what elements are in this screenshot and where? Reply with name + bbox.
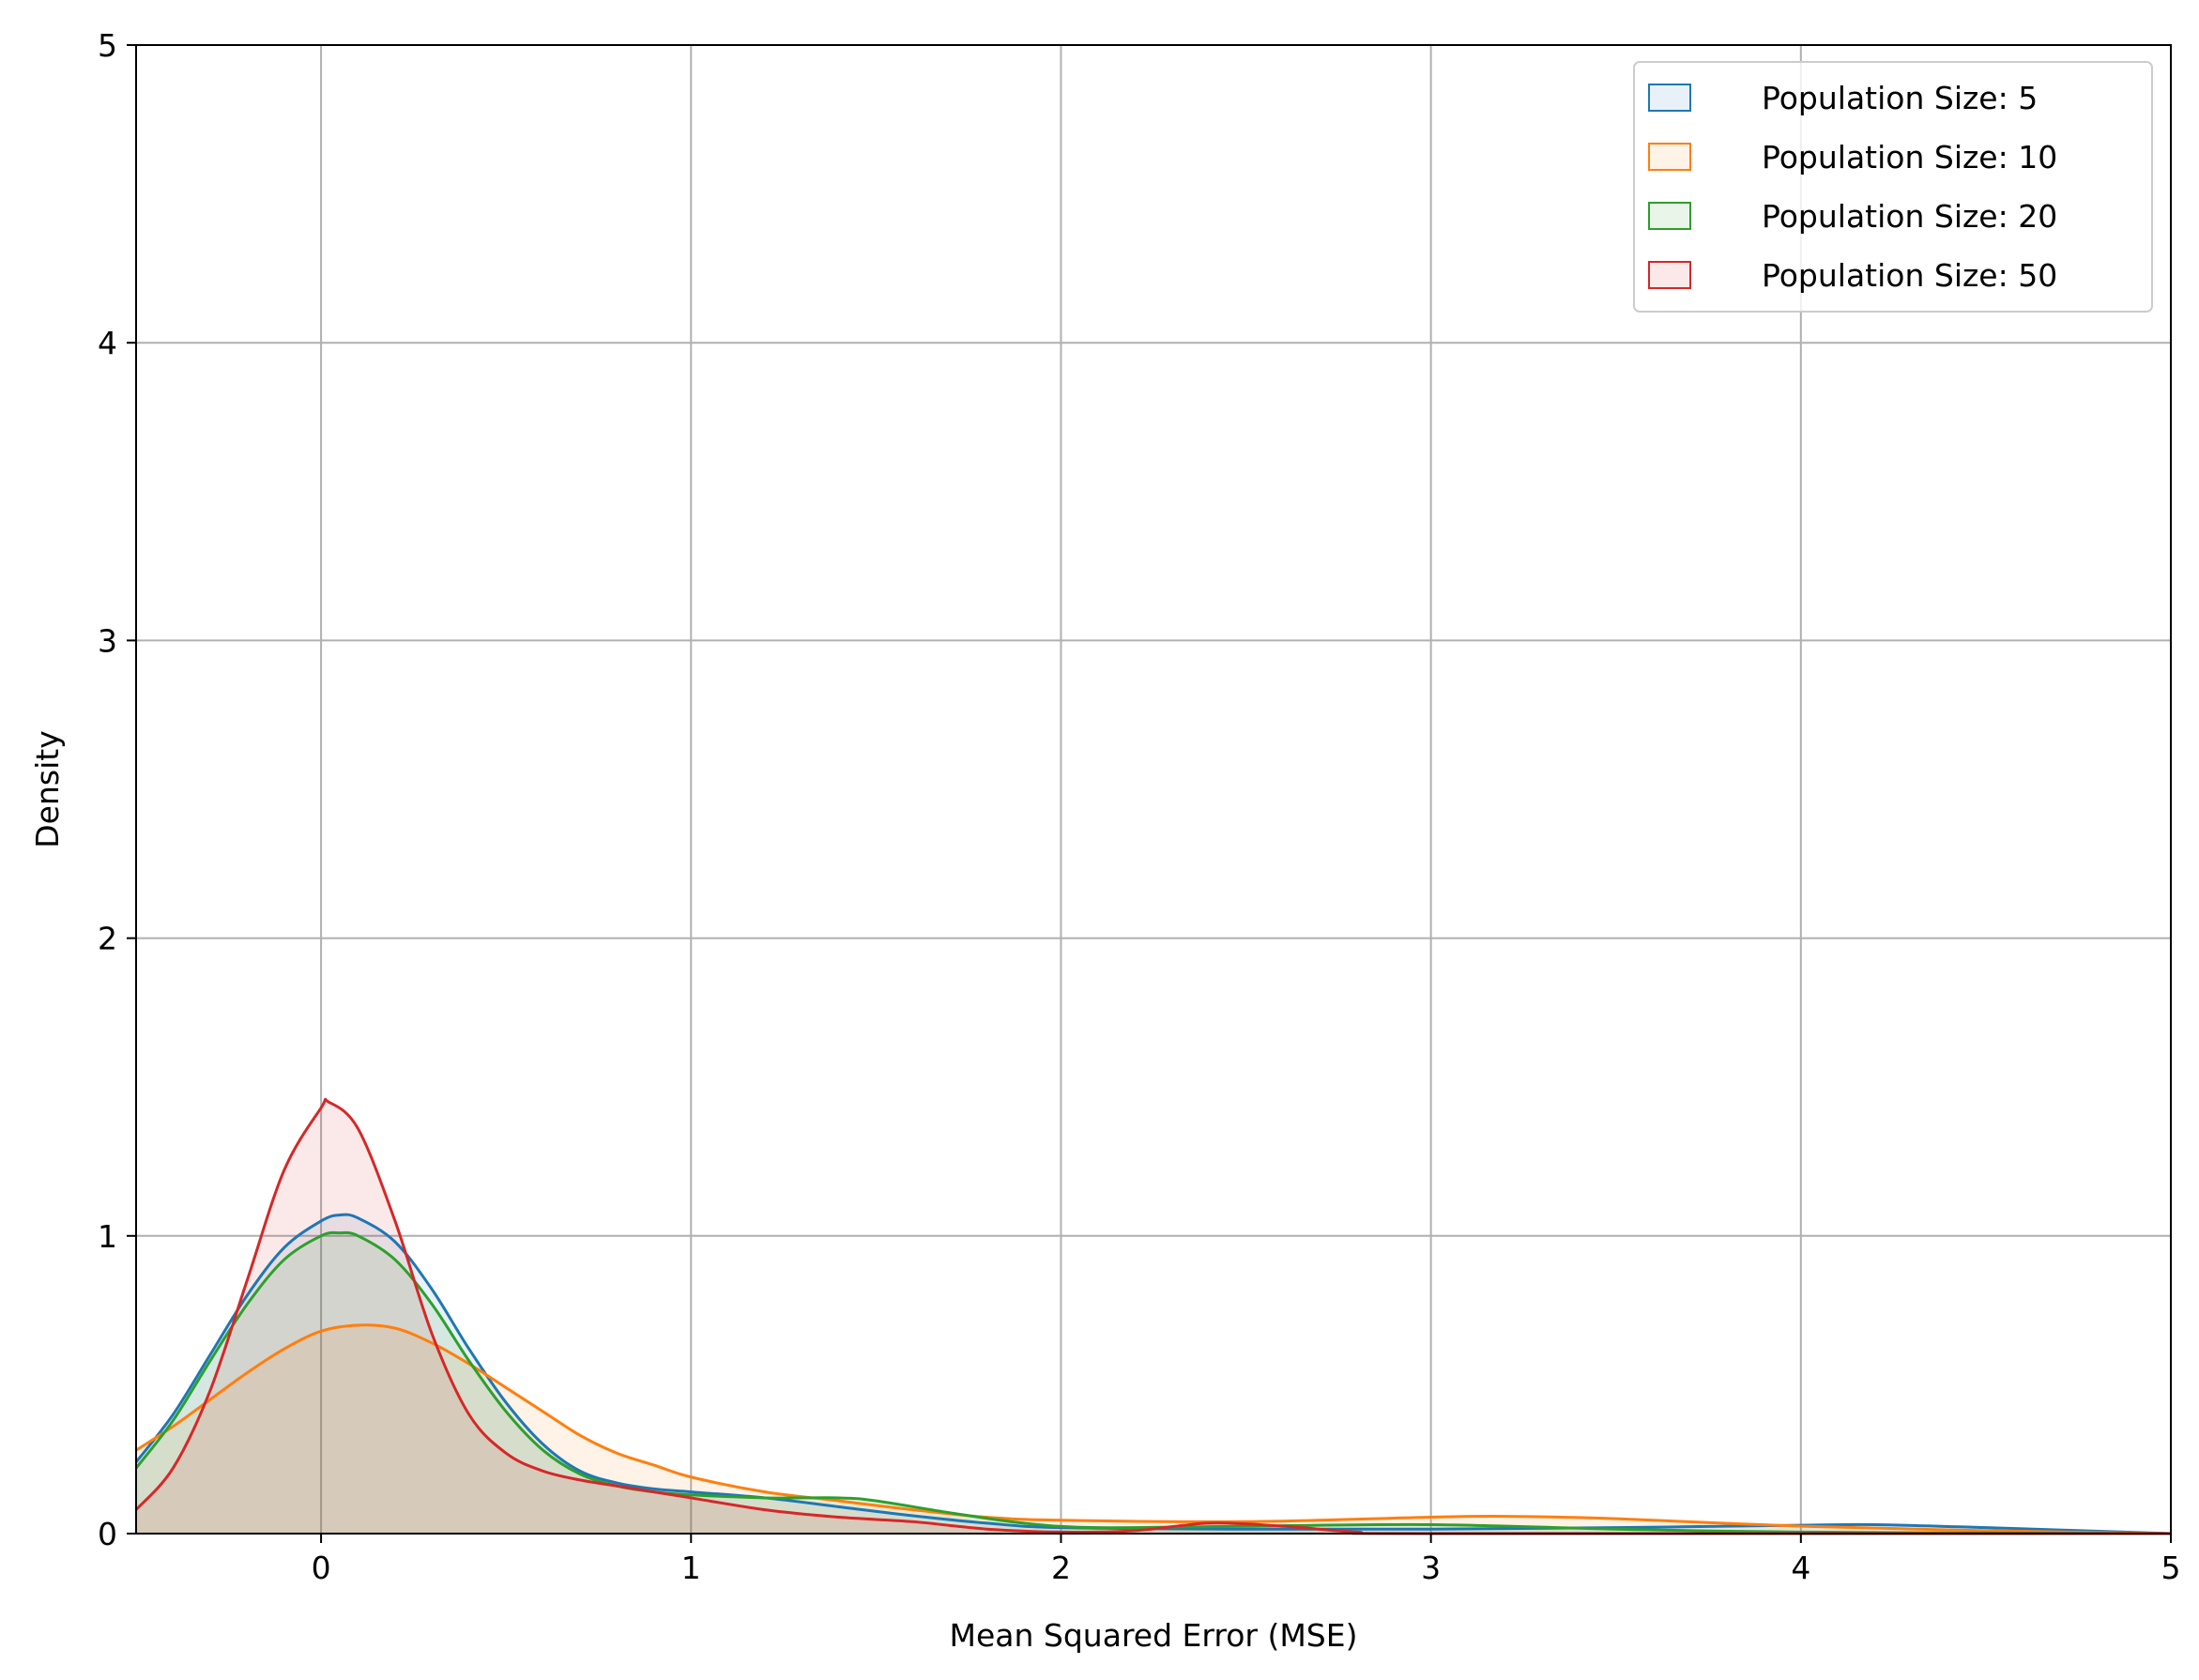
legend-swatch-3	[1648, 261, 1691, 289]
y-tick-label: 1	[98, 1218, 117, 1255]
x-tick-label: 3	[1421, 1550, 1441, 1586]
series-fill-3	[136, 1099, 2171, 1534]
y-axis-label: Density	[29, 730, 66, 848]
legend: Population Size: 5 Population Size: 10 Pop…	[1633, 61, 2153, 313]
plot-frame	[135, 44, 2172, 1535]
series-fills	[136, 1099, 2171, 1534]
legend-swatch-1	[1648, 143, 1691, 171]
y-tick-label: 2	[98, 921, 117, 957]
x-tick-label: 0	[312, 1550, 331, 1586]
tick-labels: 0 1 2 3 4 5 0 1 2 3 4 5	[98, 27, 2181, 1586]
series-line-0	[134, 1213, 2172, 1535]
series-line-1	[135, 1323, 2172, 1535]
legend-swatch-2	[1648, 202, 1691, 230]
x-tick-label: 5	[2161, 1550, 2181, 1586]
grid	[136, 44, 2172, 1535]
series-line-3	[134, 1097, 2171, 1535]
x-axis-label: Mean Squared Error (MSE)	[950, 1617, 1358, 1654]
series-fill-0	[136, 1214, 2171, 1534]
legend-box	[1633, 61, 2153, 313]
legend-label-3: Population Size: 50	[1762, 257, 2057, 294]
y-tick-label: 4	[98, 325, 117, 361]
axes	[135, 44, 2172, 1535]
legend-label-2: Population Size: 20	[1762, 198, 2057, 235]
series-fill-2	[136, 1232, 2171, 1534]
series-fill-1	[136, 1324, 2171, 1534]
legend-label-1: Population Size: 10	[1762, 139, 2057, 176]
y-tick-label: 0	[98, 1516, 117, 1552]
legend-swatch-0	[1648, 84, 1691, 112]
y-tick-label: 3	[98, 622, 117, 659]
series-lines	[134, 1097, 2172, 1535]
x-tick-label: 1	[681, 1550, 701, 1586]
x-tick-label: 2	[1051, 1550, 1071, 1586]
y-tick-label: 5	[98, 27, 117, 64]
x-tick-label: 4	[1791, 1550, 1810, 1586]
legend-label-0: Population Size: 5	[1762, 80, 2038, 116]
